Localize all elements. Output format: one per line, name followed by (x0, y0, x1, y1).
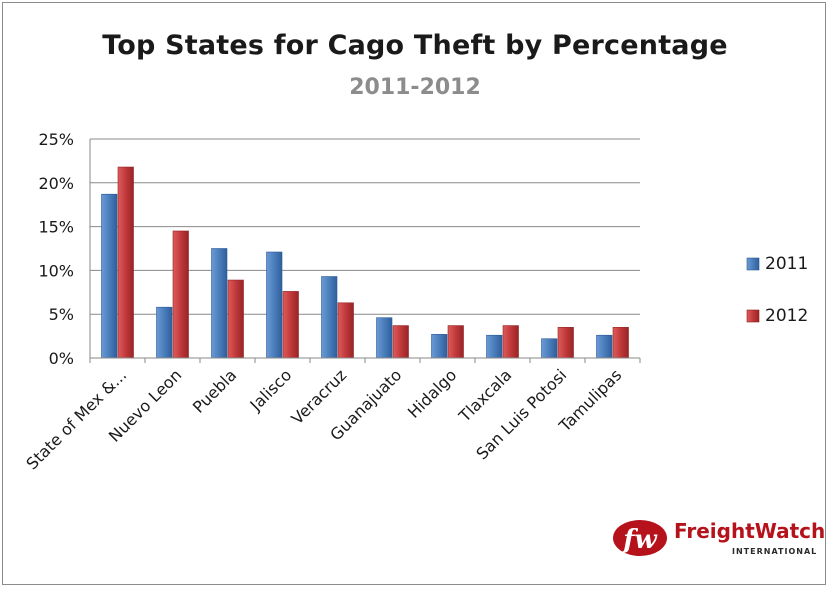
bar-2011 (431, 334, 448, 359)
bar-2012 (612, 327, 629, 359)
bar-2011 (596, 334, 613, 359)
bar-2011 (101, 193, 118, 359)
y-tick-label: 20% (38, 174, 74, 193)
x-tick-label: State of Mex &... (22, 365, 130, 473)
bar-2012 (282, 291, 299, 359)
y-tick-label: 10% (38, 261, 74, 280)
y-tick-label: 0% (49, 349, 74, 368)
x-tick-label: Jalisco (246, 365, 296, 415)
bar-2012 (447, 325, 464, 359)
bar-2012 (337, 302, 354, 359)
legend-swatch-2011 (746, 257, 760, 271)
bar-2011 (541, 338, 558, 359)
fw-logo-icon: fw (613, 520, 667, 556)
bar-2012 (557, 327, 574, 359)
logo-subtitle: INTERNATIONAL (732, 547, 818, 556)
bar-2011 (211, 248, 228, 359)
legend-label-2011: 2011 (765, 254, 808, 274)
chart-subtitle: 2011-2012 (349, 75, 481, 100)
bar-2012 (227, 279, 244, 359)
x-tick-label: Puebla (189, 365, 240, 416)
logo-mark-text: fw (621, 525, 658, 555)
chart-title: Top States for Cago Theft by Percentage (102, 30, 728, 61)
bar-2012 (117, 166, 134, 359)
bar-2011 (486, 334, 503, 359)
legend-label-2012: 2012 (765, 306, 808, 326)
y-tick-label: 15% (38, 218, 74, 237)
logo-name: FreightWatch (674, 519, 826, 543)
bar-2011 (266, 251, 283, 359)
bar-2012 (502, 325, 519, 359)
bar-2011 (156, 306, 173, 359)
y-tick-label: 25% (38, 130, 74, 149)
bar-2012 (392, 325, 409, 359)
bar-2011 (376, 317, 393, 359)
bar-2012 (172, 230, 189, 359)
y-tick-label: 5% (49, 305, 74, 324)
legend-swatch-2012 (746, 309, 760, 323)
x-tick-label: Hidalgo (404, 365, 460, 421)
bar-2011 (321, 276, 338, 359)
freightwatch-logo: fw FreightWatch INTERNATIONAL (612, 517, 825, 561)
